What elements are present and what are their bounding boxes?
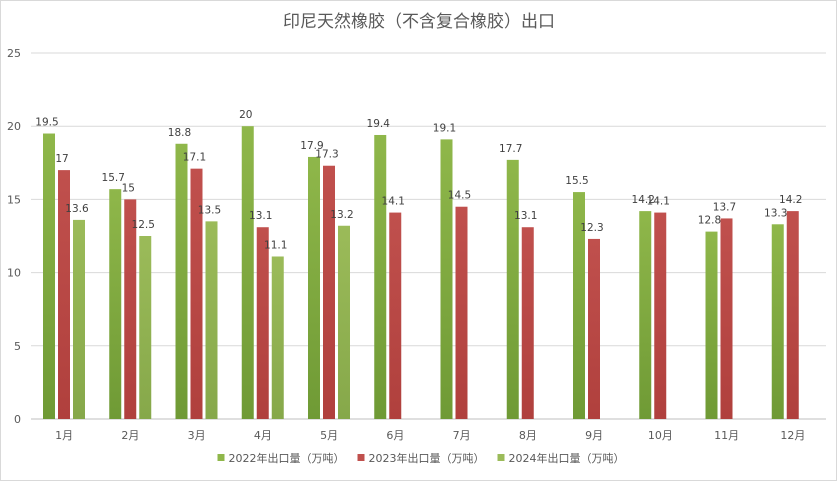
legend-label: 2022年出口量（万吨） (229, 451, 345, 465)
data-label: 14.5 (448, 190, 471, 202)
chart-title: 印尼天然橡胶（不含复合橡胶）出口 (283, 12, 555, 32)
bar (308, 156, 320, 419)
y-axis-ticks: 0 5 10 15 20 25 (7, 47, 21, 426)
bar (440, 139, 453, 419)
x-tick-label: 5月 (320, 429, 338, 442)
bar (139, 236, 152, 419)
data-label: 15.7 (102, 172, 125, 184)
x-tick-label: 6月 (386, 429, 404, 442)
bar (771, 224, 784, 419)
data-label: 17.7 (499, 143, 522, 155)
bar (654, 212, 667, 419)
bar (256, 227, 269, 419)
data-label: 19.1 (433, 122, 456, 134)
bar (43, 133, 55, 419)
y-tick-label: 0 (14, 413, 21, 426)
data-label: 12.8 (698, 215, 721, 227)
y-tick-label: 25 (7, 47, 21, 60)
legend-swatch (497, 454, 505, 461)
bar (175, 143, 188, 419)
bar (124, 199, 137, 419)
bar (705, 231, 718, 419)
bar (639, 211, 652, 419)
bar (109, 189, 122, 419)
data-label: 13.5 (198, 204, 221, 216)
data-label: 13.1 (249, 210, 272, 222)
data-label: 13.2 (330, 209, 353, 221)
data-label: 17.3 (315, 149, 338, 161)
x-tick-label: 8月 (519, 429, 537, 442)
bar (455, 206, 468, 419)
bar (720, 218, 733, 419)
x-tick-label: 11月 (714, 429, 739, 442)
bar (573, 192, 585, 419)
data-label: 12.5 (132, 219, 155, 231)
bars (43, 126, 799, 419)
legend-label: 2023年出口量（万吨） (369, 451, 485, 465)
data-label: 14.1 (382, 196, 405, 208)
bar (374, 134, 387, 419)
data-label: 20 (239, 109, 252, 121)
legend-swatch (217, 454, 225, 461)
bar (588, 238, 600, 419)
x-tick-label: 12月 (780, 429, 805, 442)
bar (241, 126, 254, 419)
data-label: 15.5 (565, 175, 588, 187)
x-tick-label: 2月 (121, 429, 139, 442)
data-label: 13.6 (65, 203, 89, 215)
data-label: 13.1 (514, 210, 537, 222)
data-label: 11.1 (264, 239, 287, 251)
bar (271, 256, 284, 419)
data-label: 19.5 (35, 117, 58, 129)
bar (389, 212, 402, 419)
data-label: 17 (55, 153, 68, 165)
data-label: 12.3 (580, 222, 603, 234)
y-tick-label: 15 (7, 193, 21, 206)
bar (521, 227, 534, 419)
data-label: 14.2 (779, 194, 802, 206)
data-label: 18.8 (168, 127, 191, 139)
data-label: 14.2 (632, 194, 655, 206)
x-tick-label: 10月 (648, 429, 673, 442)
legend: 2022年出口量（万吨） 2023年出口量（万吨） 2024年出口量（万吨） (217, 451, 625, 465)
bar (506, 159, 519, 419)
x-tick-label: 9月 (585, 429, 603, 442)
bar (190, 168, 203, 419)
bar (205, 221, 218, 419)
data-label: 19.4 (367, 118, 391, 130)
data-label: 13.7 (713, 201, 736, 213)
bar (786, 211, 799, 419)
x-axis-ticks: 1月 2月 3月 4月 5月 6月 7月 8月 9月 10月 11月 12月 (55, 429, 805, 442)
y-tick-label: 20 (7, 120, 21, 133)
bar (323, 165, 335, 419)
x-tick-label: 4月 (254, 429, 272, 442)
y-tick-label: 5 (14, 340, 21, 353)
data-label: 17.1 (183, 152, 206, 164)
bar (338, 225, 350, 419)
bar (58, 170, 70, 419)
x-tick-label: 3月 (188, 429, 206, 442)
legend-swatch (357, 454, 365, 461)
data-label: 14.1 (647, 196, 670, 208)
x-tick-label: 7月 (453, 429, 471, 442)
data-labels: 19.5 17 13.6 15.715 12.5 18.8 17.1 13.5 20 13.1 11… (35, 109, 802, 251)
bar (73, 219, 85, 419)
y-tick-label: 10 (7, 267, 21, 280)
data-label: 17.9 (300, 140, 323, 152)
data-label: 13.3 (764, 207, 787, 219)
data-label: 15 (122, 182, 135, 194)
grid-lines (31, 52, 826, 420)
legend-label: 2024年出口量（万吨） (509, 451, 625, 465)
x-tick-label: 1月 (55, 429, 73, 442)
